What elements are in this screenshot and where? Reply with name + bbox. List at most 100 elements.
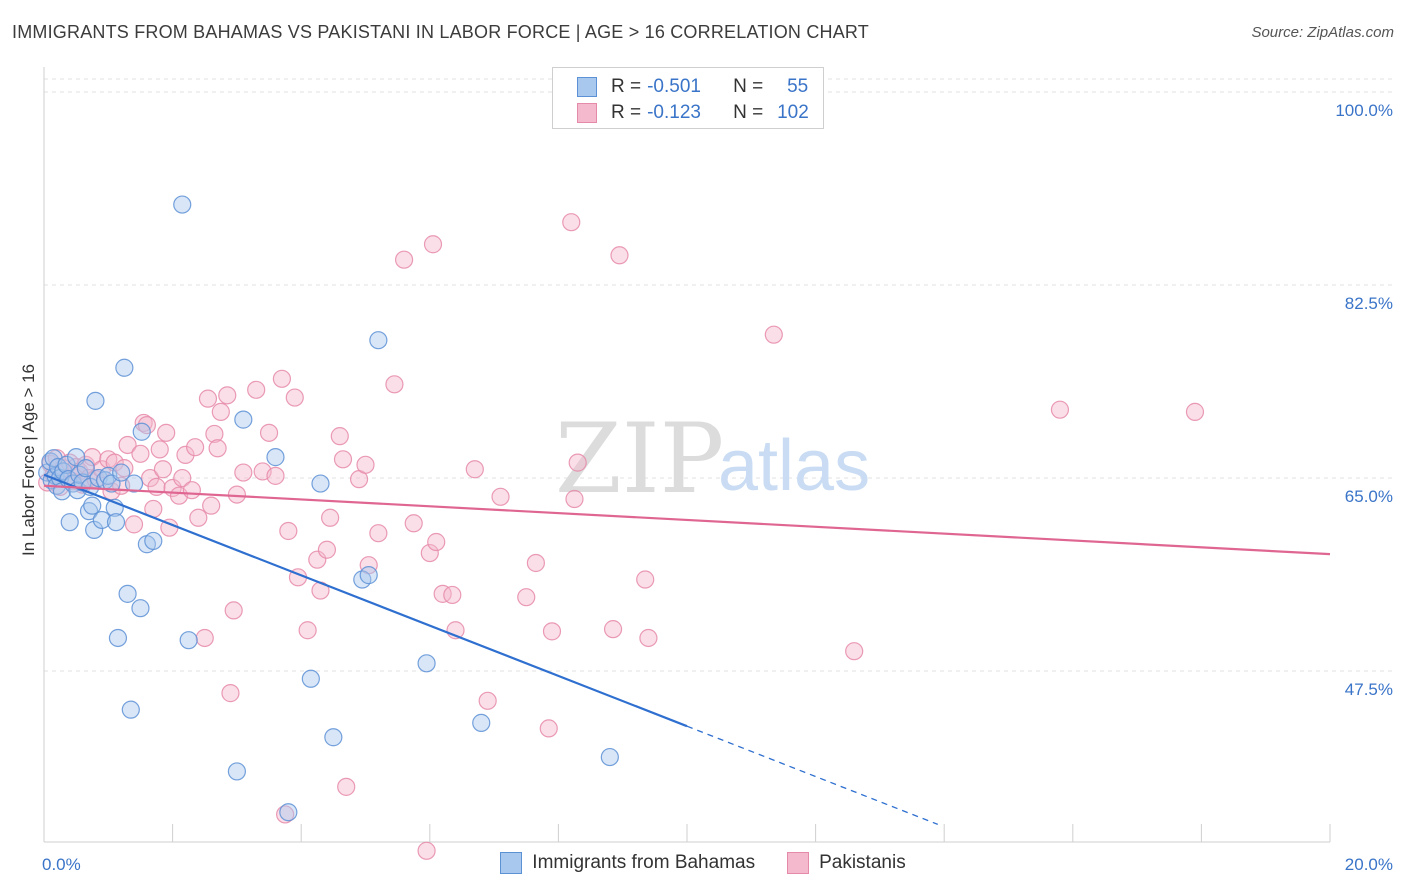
legend-label-pakistanis: Pakistanis — [819, 852, 906, 873]
bahamas-point — [234, 410, 253, 429]
bahamas-point — [60, 513, 79, 532]
bahamas-point — [57, 455, 76, 474]
bahamas-point — [79, 502, 99, 521]
pakistani-point — [150, 440, 169, 459]
pakistani-point — [404, 514, 423, 533]
pakistani-trend-line — [43, 484, 1331, 556]
bahamas-point — [369, 331, 388, 350]
bahamas-point — [108, 628, 128, 648]
pakistani-point — [764, 325, 783, 344]
pakistani-point — [157, 423, 176, 442]
pakistani-point — [195, 628, 214, 648]
bahamas-point — [106, 513, 126, 532]
legend-r-label: R = — [611, 76, 642, 97]
legend-item-pakistanis[interactable]: Pakistanis — [787, 852, 906, 874]
bahamas-point — [131, 599, 150, 618]
pakistani-point — [298, 621, 317, 640]
pakistani-point — [224, 601, 243, 620]
pakistani-point — [153, 460, 173, 479]
bahamas-point — [132, 422, 151, 441]
bahamas-point — [83, 496, 102, 515]
pakistani-point — [205, 424, 224, 444]
bahamas-point — [301, 669, 320, 688]
legend-swatch-bahamas — [577, 77, 597, 97]
pakistani-point — [1050, 400, 1070, 419]
pakistani-point — [420, 543, 439, 563]
bahamas-point — [85, 520, 104, 539]
pakistani-point — [369, 524, 388, 543]
pakistani-point — [417, 841, 436, 860]
pakistani-point — [176, 445, 195, 464]
pakistani-point — [610, 246, 629, 265]
legend-n-label: N = — [733, 102, 764, 123]
pakistani-point — [394, 250, 414, 269]
pakistani-point — [337, 777, 356, 796]
x-tick-label: 0.0% — [42, 855, 81, 874]
bahamas-point — [92, 510, 111, 530]
pakistani-point — [565, 489, 584, 509]
pakistani-point — [427, 532, 446, 552]
pakistani-point — [189, 508, 208, 527]
legend-swatch-pakistanis — [577, 103, 597, 123]
pakistani-point — [517, 588, 536, 607]
pakistani-point — [636, 570, 655, 589]
pakistani-point — [202, 496, 221, 515]
bahamas-point — [324, 728, 343, 747]
bahamas-point — [179, 631, 198, 650]
bahamas-point — [472, 713, 491, 732]
pakistani-point — [568, 453, 587, 472]
pakistani-point — [356, 455, 375, 474]
pakistani-point — [603, 620, 623, 639]
legend-n-value: 55 — [787, 76, 809, 97]
series-legend: Immigrants from Bahamas Pakistanis — [0, 852, 1406, 874]
watermark: ZIP atlas — [555, 403, 870, 515]
chart-title: IMMIGRANTS FROM BAHAMAS VS PAKISTANI IN … — [12, 22, 869, 42]
legend-item-bahamas[interactable]: Immigrants from Bahamas — [500, 852, 755, 874]
bahamas-point — [112, 463, 131, 482]
legend-swatch-bahamas — [500, 852, 523, 874]
pakistani-point — [385, 375, 404, 394]
legend-row-bahamas: R = -0.501 N = 55 — [577, 76, 808, 98]
bahamas-point — [227, 762, 246, 781]
bahamas-point — [311, 474, 330, 493]
axes — [43, 67, 1331, 843]
y-tick-label: 82.5% — [1345, 294, 1393, 313]
bahamas-point — [417, 654, 436, 673]
pakistani-point — [465, 460, 484, 479]
pakistani-point — [227, 485, 246, 504]
pakistani-point — [198, 389, 218, 408]
pakistani-point — [317, 540, 337, 559]
grid-lines — [44, 78, 1392, 672]
bahamas-trend-extension — [686, 725, 939, 825]
stats-legend: R = -0.501 N = 55 R = -0.123 N = 102 — [552, 67, 824, 129]
pakistani-point — [279, 521, 298, 541]
y-tick-label: 100.0% — [1335, 101, 1393, 120]
data-points — [38, 195, 1205, 860]
bahamas-point — [173, 195, 192, 214]
bahamas-point — [121, 700, 140, 719]
legend-r-label: R = — [611, 102, 642, 123]
pakistani-point — [333, 450, 353, 469]
legend-r-value: -0.123 — [647, 102, 701, 123]
pakistani-point — [639, 628, 658, 648]
watermark-atlas: atlas — [718, 426, 870, 506]
pakistani-point — [211, 402, 230, 421]
pakistani-point — [173, 468, 192, 488]
pakistani-point — [218, 386, 237, 405]
trend-lines — [43, 473, 1331, 825]
bahamas-point — [600, 747, 619, 767]
pakistani-point — [321, 508, 340, 527]
pakistani-point — [562, 213, 581, 232]
pakistani-point — [118, 435, 137, 455]
pakistani-point — [542, 622, 562, 641]
y-axis-label: In Labor Force | Age > 16 — [19, 363, 38, 557]
legend-n-value: 102 — [777, 102, 809, 123]
pakistani-point — [234, 463, 253, 482]
pakistani-point — [259, 423, 279, 442]
pakistani-point — [845, 642, 864, 661]
pakistani-point — [247, 380, 266, 399]
pakistani-point — [478, 691, 497, 710]
tick-labels: 100.0% 82.5% 65.0% 47.5% 0.0% 20.0% — [42, 101, 1393, 874]
bahamas-trend-line — [43, 473, 688, 728]
y-tick-label: 65.0% — [1345, 487, 1393, 506]
